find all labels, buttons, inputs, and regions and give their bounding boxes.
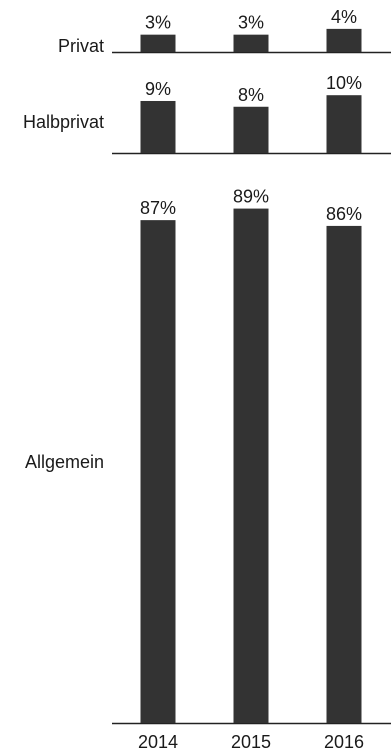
bar-halbprivat-2015 — [233, 106, 269, 153]
bar-halbprivat-2016 — [326, 95, 362, 153]
data-label-allgemein-2016: 86% — [326, 204, 362, 224]
bar-halbprivat-2014 — [140, 100, 176, 153]
bar-allgemein-2016 — [326, 225, 362, 724]
bar-privat-2016 — [326, 28, 362, 52]
x-tick-label-2016: 2016 — [324, 732, 364, 750]
data-label-halbprivat-2015: 8% — [238, 85, 264, 105]
data-label-allgemein-2015: 89% — [233, 187, 269, 207]
data-label-privat-2015: 3% — [238, 13, 264, 33]
x-tick-label-2015: 2015 — [231, 732, 271, 750]
bar-privat-2014 — [140, 34, 176, 52]
panel-label-halbprivat: Halbprivat — [23, 112, 104, 132]
bar-allgemein-2014 — [140, 220, 176, 723]
data-label-halbprivat-2016: 10% — [326, 73, 362, 93]
data-label-halbprivat-2014: 9% — [145, 79, 171, 99]
bar-allgemein-2015 — [233, 208, 269, 723]
x-tick-label-2014: 2014 — [138, 732, 178, 750]
data-label-privat-2016: 4% — [331, 7, 357, 27]
data-label-privat-2014: 3% — [145, 13, 171, 33]
bar-privat-2015 — [233, 34, 269, 52]
panel-label-allgemein: Allgemein — [25, 452, 104, 472]
data-label-allgemein-2014: 87% — [140, 198, 176, 218]
panel-label-privat: Privat — [58, 36, 104, 56]
